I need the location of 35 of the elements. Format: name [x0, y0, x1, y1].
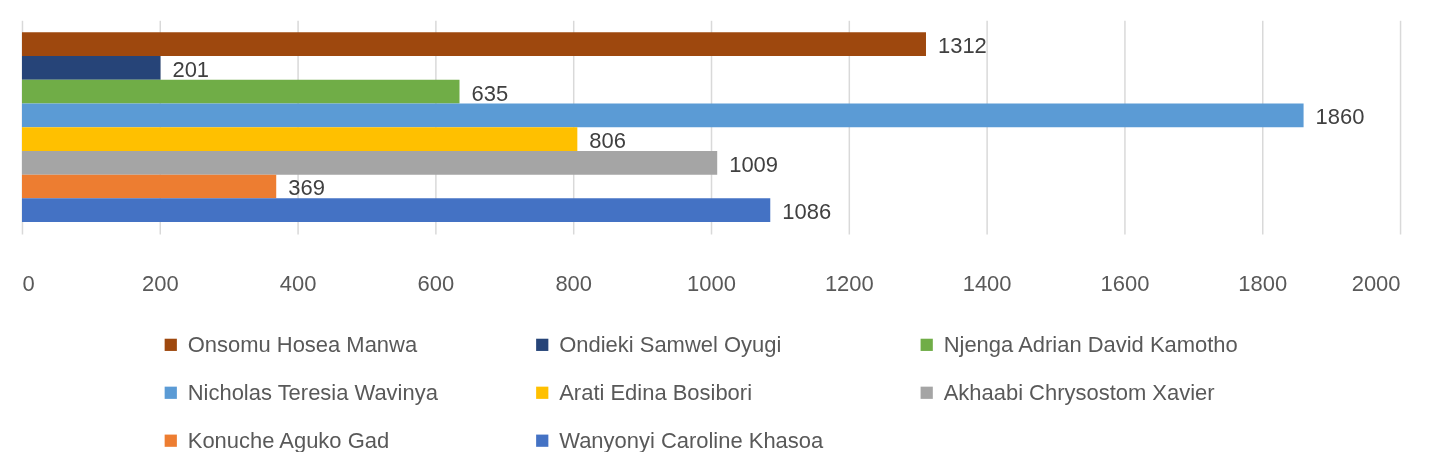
data-label: 1860 — [1315, 104, 1365, 130]
data-label: 369 — [288, 175, 325, 201]
data-label: 1086 — [782, 199, 832, 225]
x-tick-label: 800 — [555, 271, 593, 297]
bar — [21, 198, 771, 223]
data-label: 1009 — [729, 151, 779, 177]
x-tick-label: 1400 — [962, 271, 1012, 297]
data-label: 806 — [589, 128, 626, 153]
x-tick-label: 0 — [22, 271, 35, 297]
data-label: 201 — [172, 56, 210, 82]
x-tick-label: 400 — [279, 271, 317, 297]
x-tick-label: 1800 — [1238, 271, 1288, 297]
legend-label: Wanyonyi Caroline Khasoa — [559, 427, 824, 453]
legend-label: Akhaabi Chrysostom Xavier — [943, 379, 1215, 405]
bar — [21, 79, 460, 104]
x-tick-label: 200 — [141, 271, 179, 297]
bar — [21, 32, 926, 56]
legend-label: Konuche Aguko Gad — [187, 427, 390, 453]
data-label: 635 — [471, 80, 509, 106]
x-tick-label: 1000 — [687, 271, 736, 297]
bar — [21, 127, 578, 151]
bar — [21, 174, 277, 199]
data-label: 1312 — [937, 33, 987, 59]
legend-label: Arati Edina Bosibori — [559, 379, 753, 405]
legend-label: Njenga Adrian David Kamotho — [943, 331, 1238, 357]
x-tick-label: 1600 — [1100, 271, 1150, 297]
bar — [21, 150, 718, 175]
x-tick-label: 600 — [417, 271, 455, 297]
x-tick-label: 2000 — [1351, 271, 1401, 297]
bar — [21, 103, 1304, 128]
legend-label: Onsomu Hosea Manwa — [187, 331, 418, 357]
bar — [21, 55, 161, 80]
legend-label: Nicholas Teresia Wavinya — [187, 379, 439, 405]
legend-label: Ondieki Samwel Oyugi — [559, 331, 782, 357]
x-tick-label: 1200 — [824, 271, 874, 297]
